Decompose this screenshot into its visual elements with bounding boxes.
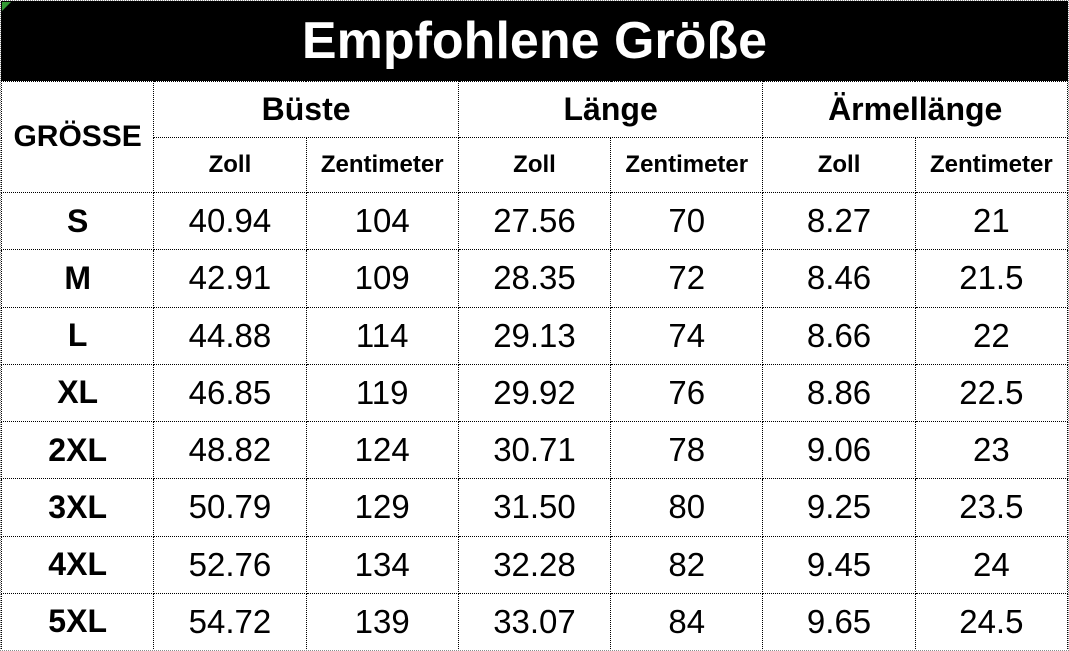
table-row: 5XL 54.72 139 33.07 84 9.65 24.5 bbox=[1, 592, 1068, 650]
value-cell-bust-cm: 114 bbox=[305, 306, 459, 365]
value-cell-bust-cm: 104 bbox=[305, 191, 459, 251]
value-cell-length-cm: 70 bbox=[610, 191, 764, 251]
table-row: M 42.91 109 28.35 72 8.46 21.5 bbox=[1, 249, 1068, 308]
value-cell-length-cm: 78 bbox=[610, 420, 764, 480]
page-title: Empfohlene Größe bbox=[301, 12, 768, 70]
value-cell-sleeve-cm: 24 bbox=[914, 535, 1068, 594]
subheader-length-inch: Zoll bbox=[457, 137, 612, 193]
column-group-sleeve-length: Ärmellänge bbox=[762, 81, 1068, 138]
value-cell-bust-inch: 48.82 bbox=[153, 420, 307, 480]
subheader-length-cm: Zentimeter bbox=[610, 137, 764, 193]
value-cell-sleeve-cm: 23 bbox=[914, 420, 1068, 480]
value-cell-length-cm: 76 bbox=[610, 363, 764, 423]
value-cell-bust-inch: 50.79 bbox=[153, 478, 307, 537]
value-cell-length-inch: 29.13 bbox=[457, 306, 612, 365]
table-row: 2XL 48.82 124 30.71 78 9.06 23 bbox=[1, 420, 1068, 480]
sub-header-row: Zoll Zentimeter Zoll Zentimeter Zoll Zen… bbox=[2, 137, 1068, 193]
value-cell-length-inch: 29.92 bbox=[457, 363, 612, 423]
size-label: M bbox=[1, 249, 155, 308]
size-label: 4XL bbox=[1, 535, 155, 594]
value-cell-bust-cm: 109 bbox=[305, 249, 459, 308]
value-cell-sleeve-inch: 8.46 bbox=[762, 249, 916, 308]
value-cell-sleeve-cm: 23.5 bbox=[914, 478, 1068, 537]
value-cell-bust-inch: 52.76 bbox=[153, 535, 307, 594]
column-header-size: GRÖSSE bbox=[1, 81, 155, 193]
size-label: 5XL bbox=[1, 592, 155, 650]
value-cell-length-inch: 30.71 bbox=[457, 420, 612, 480]
value-cell-length-cm: 84 bbox=[610, 592, 764, 650]
value-cell-length-cm: 72 bbox=[610, 249, 764, 308]
value-cell-sleeve-cm: 21.5 bbox=[914, 249, 1068, 308]
value-cell-bust-inch: 46.85 bbox=[153, 363, 307, 423]
value-cell-sleeve-inch: 9.65 bbox=[762, 592, 916, 650]
value-cell-bust-cm: 134 bbox=[305, 535, 459, 594]
value-cell-sleeve-inch: 9.06 bbox=[762, 420, 916, 480]
value-cell-bust-cm: 129 bbox=[305, 478, 459, 537]
subheader-bust-cm: Zentimeter bbox=[305, 137, 459, 193]
value-cell-length-cm: 82 bbox=[610, 535, 764, 594]
table-row: L 44.88 114 29.13 74 8.66 22 bbox=[1, 306, 1068, 365]
subheader-sleeve-cm: Zentimeter bbox=[914, 137, 1068, 193]
value-cell-sleeve-inch: 8.27 bbox=[762, 191, 916, 251]
size-label: S bbox=[1, 191, 155, 251]
value-cell-bust-inch: 54.72 bbox=[153, 592, 307, 650]
value-cell-length-cm: 80 bbox=[610, 478, 764, 537]
value-cell-length-cm: 74 bbox=[610, 306, 764, 365]
value-cell-sleeve-cm: 24.5 bbox=[914, 592, 1068, 650]
subheader-bust-inch: Zoll bbox=[153, 137, 307, 193]
value-cell-length-inch: 31.50 bbox=[457, 478, 612, 537]
value-cell-sleeve-cm: 21 bbox=[914, 191, 1068, 251]
value-cell-sleeve-cm: 22 bbox=[914, 306, 1068, 365]
title-bar: Empfohlene Größe bbox=[1, 1, 1068, 81]
value-cell-bust-cm: 139 bbox=[305, 592, 459, 650]
corner-marker-icon bbox=[2, 2, 11, 11]
value-cell-bust-cm: 119 bbox=[305, 363, 459, 423]
value-cell-sleeve-cm: 22.5 bbox=[914, 363, 1068, 423]
value-cell-sleeve-inch: 8.86 bbox=[762, 363, 916, 423]
value-cell-length-inch: 27.56 bbox=[457, 191, 612, 251]
table-row: S 40.94 104 27.56 70 8.27 21 bbox=[1, 191, 1068, 251]
group-header-row: GRÖSSE Büste Länge Ärmellänge bbox=[1, 81, 1068, 193]
size-table-body: S 40.94 104 27.56 70 8.27 21 M 42.91 109… bbox=[1, 191, 1068, 650]
size-label: L bbox=[1, 306, 155, 365]
value-cell-sleeve-inch: 8.66 bbox=[762, 306, 916, 365]
value-cell-bust-cm: 124 bbox=[305, 420, 459, 480]
value-cell-length-inch: 28.35 bbox=[457, 249, 612, 308]
table-row: XL 46.85 119 29.92 76 8.86 22.5 bbox=[1, 363, 1068, 423]
value-cell-length-inch: 33.07 bbox=[457, 592, 612, 650]
table-row: 4XL 52.76 134 32.28 82 9.45 24 bbox=[1, 535, 1068, 594]
size-label: XL bbox=[1, 363, 155, 423]
column-group-bust: Büste bbox=[153, 81, 459, 138]
value-cell-bust-inch: 44.88 bbox=[153, 306, 307, 365]
value-cell-bust-inch: 40.94 bbox=[153, 191, 307, 251]
size-label: 2XL bbox=[1, 420, 155, 480]
column-group-length: Länge bbox=[457, 81, 764, 138]
value-cell-sleeve-inch: 9.25 bbox=[762, 478, 916, 537]
value-cell-bust-inch: 42.91 bbox=[153, 249, 307, 308]
size-table: GRÖSSE Büste Länge Ärmellänge Zoll Zenti… bbox=[1, 81, 1068, 650]
value-cell-sleeve-inch: 9.45 bbox=[762, 535, 916, 594]
subheader-sleeve-inch: Zoll bbox=[762, 137, 916, 193]
table-row: 3XL 50.79 129 31.50 80 9.25 23.5 bbox=[1, 478, 1068, 537]
size-label: 3XL bbox=[1, 478, 155, 537]
value-cell-length-inch: 32.28 bbox=[457, 535, 612, 594]
